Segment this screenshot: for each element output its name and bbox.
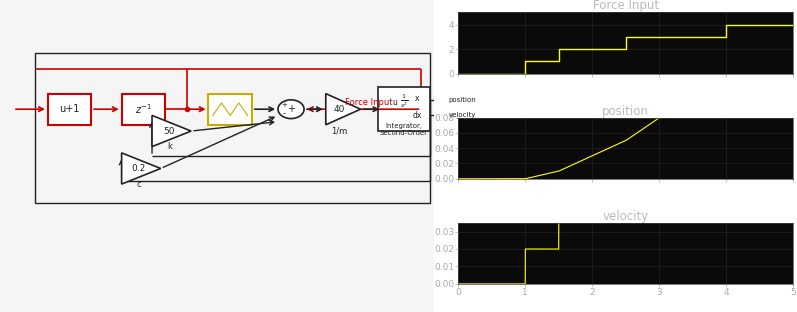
Text: position: position <box>449 97 477 103</box>
Polygon shape <box>326 94 360 125</box>
Bar <box>443 81 461 137</box>
Title: Force Input: Force Input <box>593 0 658 12</box>
Text: c: c <box>136 180 141 188</box>
Text: Force Input: Force Input <box>345 99 393 107</box>
Title: position: position <box>603 105 649 118</box>
Text: velocity: velocity <box>449 112 477 119</box>
Text: Second-Order: Second-Order <box>380 129 428 136</box>
Text: 50: 50 <box>163 127 175 135</box>
Text: +: + <box>287 104 295 114</box>
Text: Integrator,: Integrator, <box>386 123 422 129</box>
Text: 0.2: 0.2 <box>132 164 146 173</box>
Text: +: + <box>281 102 288 109</box>
Circle shape <box>278 100 304 119</box>
Bar <box>122 94 165 125</box>
Bar <box>378 87 430 131</box>
Bar <box>48 94 91 125</box>
Polygon shape <box>152 115 191 147</box>
Text: u+1: u+1 <box>59 104 80 114</box>
Bar <box>35 53 430 203</box>
Text: dx: dx <box>412 111 422 120</box>
Text: $z^{-1}$: $z^{-1}$ <box>135 102 151 116</box>
Bar <box>209 94 252 125</box>
Text: u: u <box>393 99 398 107</box>
Text: k: k <box>167 142 172 151</box>
Text: x: x <box>414 94 419 103</box>
Text: 1/m: 1/m <box>331 127 347 135</box>
Text: $\frac{1}{s^2}$: $\frac{1}{s^2}$ <box>399 93 408 110</box>
Text: 40: 40 <box>333 105 344 114</box>
Title: velocity: velocity <box>603 210 649 223</box>
Polygon shape <box>122 153 161 184</box>
Text: -: - <box>283 110 286 118</box>
